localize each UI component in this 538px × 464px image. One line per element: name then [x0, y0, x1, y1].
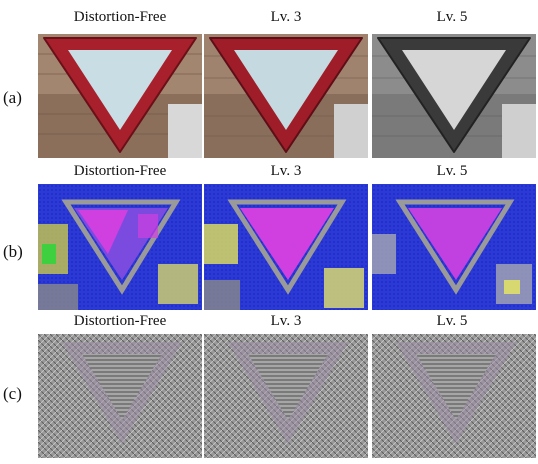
title-b-2: Lv. 3: [270, 163, 302, 179]
texture-map-lv3: [204, 334, 368, 458]
panel-b-3: [372, 184, 536, 310]
panel-c-3: [372, 334, 536, 458]
panel-a-2: [204, 34, 368, 158]
feature-map-lv5: [372, 184, 536, 310]
panel-b-1: [38, 184, 202, 310]
title-a-2: Lv. 3: [270, 9, 302, 25]
yield-sign-photo-lv3: [204, 34, 368, 158]
texture-map-lv5: [372, 334, 536, 458]
texture-map-clean: [38, 334, 202, 458]
panel-a-3: [372, 34, 536, 158]
yield-sign-photo-lv5: [372, 34, 536, 158]
title-c-2: Lv. 3: [270, 313, 302, 329]
title-b-1: Distortion-Free: [73, 163, 167, 179]
panel-c-2: [204, 334, 368, 458]
title-c-3: Lv. 5: [436, 313, 468, 329]
row-label-b: (b): [3, 242, 23, 261]
yield-sign-photo-clean: [38, 34, 202, 158]
panel-c-1: [38, 334, 202, 458]
feature-map-lv3: [204, 184, 368, 310]
title-b-3: Lv. 5: [436, 163, 468, 179]
panel-b-2: [204, 184, 368, 310]
row-label-a: (a): [3, 88, 22, 107]
title-a-3: Lv. 5: [436, 9, 468, 25]
feature-map-clean: [38, 184, 202, 310]
title-c-1: Distortion-Free: [73, 313, 167, 329]
row-label-c: (c): [3, 384, 22, 403]
panel-a-1: [38, 34, 202, 158]
title-a-1: Distortion-Free: [73, 9, 167, 25]
